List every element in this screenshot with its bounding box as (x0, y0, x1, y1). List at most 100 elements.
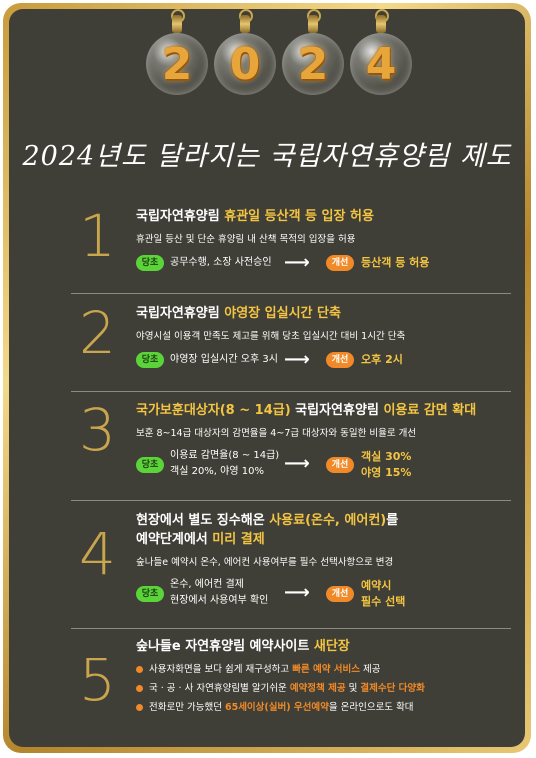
comparison-row: 당초 이용료 감면율(8 ~ 14급) 객실 20%, 야영 10% ⟶ 개선 … (136, 447, 516, 483)
section-content: 국립자연휴양림 야영장 입실시간 단축 야영시설 이용객 만족도 제고를 위해 … (136, 304, 516, 370)
list-item: 사용자화면을 보다 쉽게 재구성하고 빠른 예약 서비스 제공 (136, 660, 516, 679)
bullet-dot-icon (136, 666, 143, 673)
bullet-text: 사용자화면을 보다 쉽게 재구성하고 (149, 664, 293, 675)
bullet-text: 전화로만 가능했던 (149, 702, 225, 713)
ornament-digit: 2 (161, 38, 193, 90)
ornament-ball: 0 (214, 9, 276, 115)
current-text-line1: 이용료 감면율(8 ~ 14급) (170, 450, 280, 461)
heading-highlight: 사용료(온수, 에어컨) (269, 513, 387, 528)
bullet-text: 국 · 공 · 사 자연휴양림별 알기쉬운 (149, 683, 290, 694)
page-title: 2024년도 달라지는 국립자연휴양림 제도 (22, 141, 512, 172)
current-text: 공무수행, 소장 사전승인 (170, 257, 272, 268)
ornament-cap (376, 15, 386, 33)
current-text-line2: 객실 20%, 야영 10% (170, 466, 264, 477)
ornament-row: 2 0 2 4 (9, 9, 525, 115)
section-heading: 국립자연휴양림 야영장 입실시간 단축 (136, 304, 516, 323)
section-content: 국가보훈대상자(8 ~ 14급) 국립자연휴양림 이용료 감면 확대 보훈 8~… (136, 401, 516, 483)
ornament-cap (240, 15, 250, 33)
ornament-ball: 2 (282, 9, 344, 115)
section-divider (71, 500, 511, 501)
ornament-ball: 4 (350, 9, 412, 115)
comparison-row: 당초 야영장 입실시간 오후 3시 ⟶ 개선 오후 2시 (136, 350, 516, 370)
heading-highlight: 이용료 감면 확대 (383, 403, 477, 418)
arrow-icon: ⟶ (284, 252, 310, 273)
heading-highlight: 야영장 입실시간 단축 (224, 306, 341, 321)
improved-badge: 개선 (326, 255, 354, 271)
heading-text: 를 (386, 513, 399, 528)
heading-text: 현장에서 별도 징수해온 (136, 513, 270, 528)
section-number: 4 (79, 520, 116, 588)
section-number: 1 (79, 202, 116, 270)
heading-text: 국립자연휴양림 (136, 306, 225, 321)
ornament-sphere: 2 (146, 33, 208, 95)
section-heading: 국가보훈대상자(8 ~ 14급) 국립자연휴양림 이용료 감면 확대 (136, 401, 516, 420)
improved-text: 오후 2시 (361, 353, 403, 366)
list-item: 전화로만 가능했던 65세이상(실버) 우선예약을 온라인으로도 확대 (136, 698, 516, 717)
bullet-dot-icon (136, 704, 143, 711)
heading-text: 예약단계에서 (136, 532, 213, 547)
section-content: 숲나들e 자연휴양림 예약사이트 새단장 사용자화면을 보다 쉽게 재구성하고 … (136, 637, 516, 717)
heading-highlight: 미리 결제 (212, 532, 265, 547)
section-number: 2 (79, 299, 116, 367)
improved-text-line2: 필수 선택 (361, 595, 406, 608)
arrow-icon: ⟶ (284, 453, 310, 474)
heading-text: 국립자연휴양림 (290, 403, 384, 418)
bullet-list: 사용자화면을 보다 쉽게 재구성하고 빠른 예약 서비스 제공 국 · 공 · … (136, 660, 516, 717)
ornament-sphere: 0 (214, 33, 276, 95)
current-badge: 당초 (136, 352, 164, 368)
ornament-digit: 0 (229, 38, 261, 90)
section-description: 야영시설 이용객 만족도 제고를 위해 당초 입실시간 대비 1시간 단축 (136, 331, 406, 342)
list-item: 국 · 공 · 사 자연휴양림별 알기쉬운 예약정책 제공 및 결제수단 다양화 (136, 679, 516, 698)
section-number: 3 (79, 396, 116, 464)
section-divider (71, 391, 511, 392)
ornament-cap (172, 15, 182, 33)
section-content: 현장에서 별도 징수해온 사용료(온수, 에어컨)를 예약단계에서 미리 결제 … (136, 511, 516, 612)
improved-text-line1: 예약시 (361, 579, 392, 592)
current-text-line1: 온수, 에어컨 결제 (170, 579, 244, 590)
heading-text: 국립자연휴양림 (136, 209, 225, 224)
ornament-sphere: 2 (282, 33, 344, 95)
heading-highlight: 새단장 (313, 639, 350, 654)
bullet-highlight: 예약정책 제공 (289, 683, 346, 694)
section-content: 국립자연휴양림 휴관일 등산객 등 입장 허용 휴관일 등산 및 단순 휴양림 … (136, 207, 516, 273)
section-description: 휴관일 등산 및 단순 휴양림 내 산책 목적의 입장을 허용 (136, 234, 356, 245)
ornament-sphere: 4 (350, 33, 412, 95)
current-badge: 당초 (136, 255, 164, 271)
bullet-highlight: 65세이상(실버) 우선예약 (224, 702, 329, 713)
improved-text: 등산객 등 허용 (361, 256, 430, 269)
ornament-digit: 4 (365, 38, 397, 90)
bullet-text: 제공 (359, 664, 381, 675)
notice-panel: 2 0 2 4 2024년도 달라지는 국립자연휴양림 제도 1 국립자연휴양림… (9, 9, 525, 747)
ornament-cap (308, 15, 318, 33)
heading-highlight: 휴관일 등산객 등 입장 허용 (224, 209, 374, 224)
ornament-digit: 2 (297, 38, 329, 90)
comparison-row: 당초 공무수행, 소장 사전승인 ⟶ 개선 등산객 등 허용 (136, 253, 516, 273)
current-badge: 당초 (136, 586, 164, 602)
section-description: 보훈 8~14급 대상자의 감면율을 4~7급 대상자와 동일한 비율로 개선 (136, 428, 417, 439)
improved-text-line1: 객실 30% (361, 450, 412, 463)
bullet-text: 및 (345, 683, 361, 694)
comparison-row: 당초 온수, 에어컨 결제 현장에서 사용여부 확인 ⟶ 개선 예약시 필수 선… (136, 576, 516, 612)
current-text: 야영장 입실시간 오후 3시 (170, 354, 278, 365)
arrow-icon: ⟶ (284, 582, 310, 603)
current-text-line2: 현장에서 사용여부 확인 (170, 595, 269, 606)
bullet-dot-icon (136, 685, 143, 692)
section-heading: 국립자연휴양림 휴관일 등산객 등 입장 허용 (136, 207, 516, 226)
section-heading: 숲나들e 자연휴양림 예약사이트 새단장 (136, 637, 516, 656)
heading-text: 숲나들e 자연휴양림 예약사이트 (136, 639, 314, 654)
section-number: 5 (79, 646, 116, 714)
improved-text-line2: 야영 15% (361, 466, 412, 479)
improved-badge: 개선 (326, 352, 354, 368)
bullet-highlight: 빠른 예약 서비스 (292, 664, 360, 675)
section-divider (71, 293, 511, 294)
bullet-highlight: 결제수단 다양화 (360, 683, 425, 694)
section-description: 숲나들e 예약시 온수, 에어컨 사용여부를 필수 선택사항으로 변경 (136, 557, 394, 568)
bullet-text: 을 온라인으로도 확대 (328, 702, 414, 713)
current-badge: 당초 (136, 457, 164, 473)
arrow-icon: ⟶ (284, 349, 310, 370)
section-divider (71, 628, 511, 629)
improved-badge: 개선 (326, 586, 354, 602)
improved-badge: 개선 (326, 457, 354, 473)
ornament-ball: 2 (146, 9, 208, 115)
section-heading: 현장에서 별도 징수해온 사용료(온수, 에어컨)를 예약단계에서 미리 결제 (136, 511, 516, 549)
